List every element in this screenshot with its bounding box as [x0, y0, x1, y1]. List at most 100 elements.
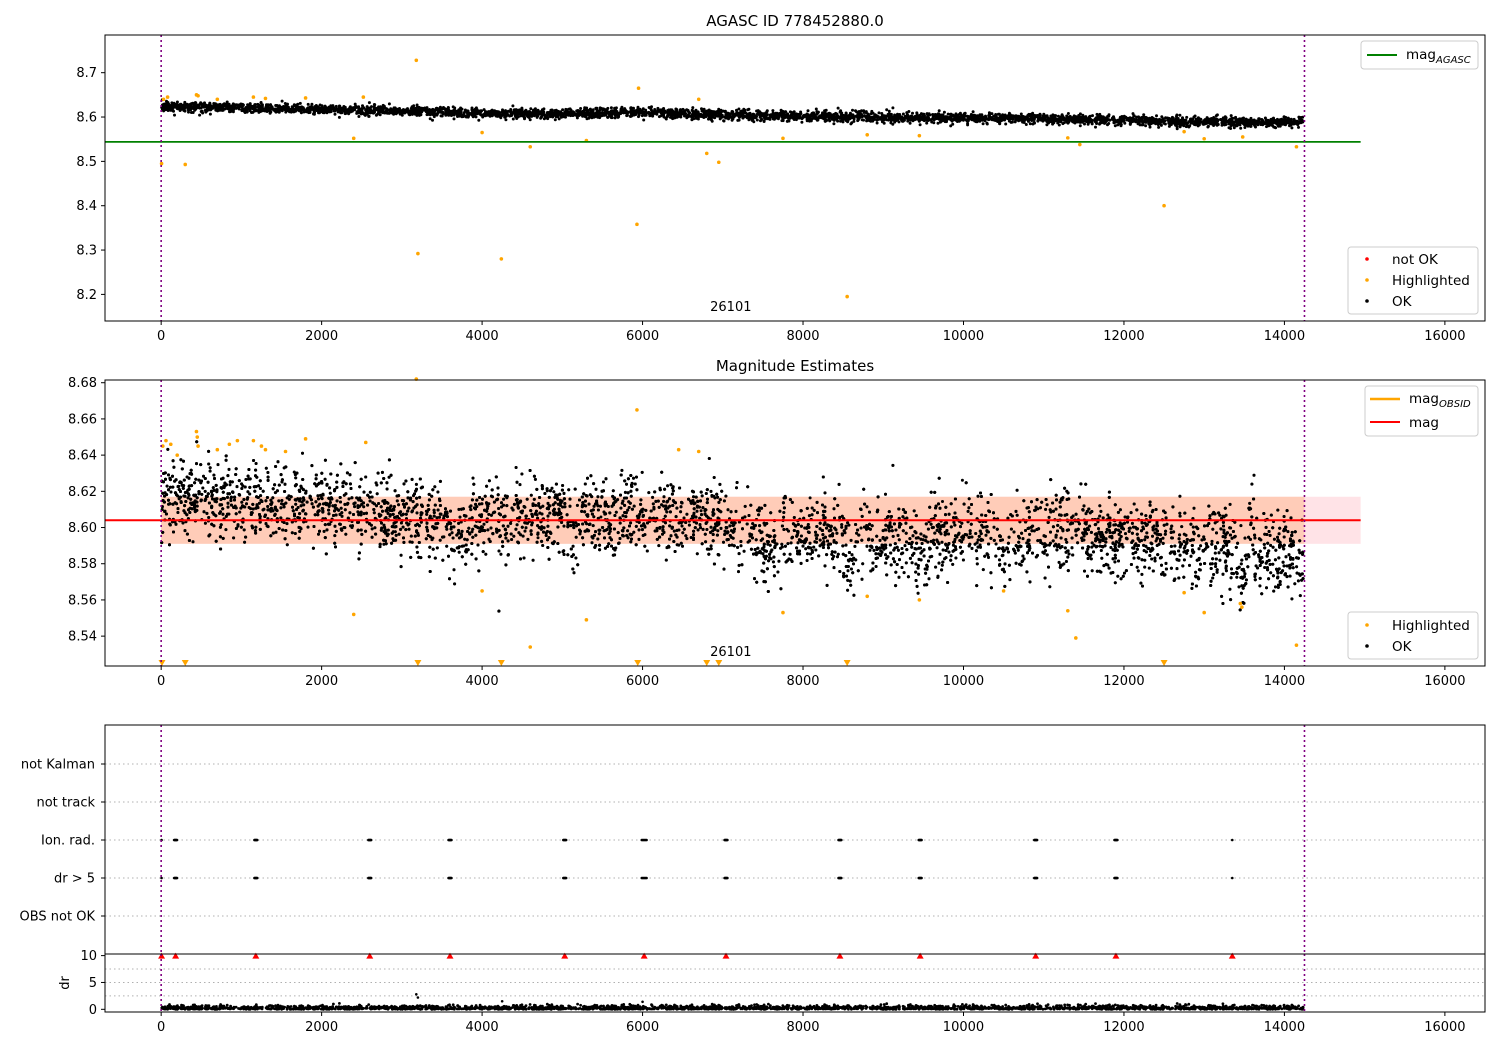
ok-point: [987, 118, 990, 122]
ok-point: [808, 496, 812, 500]
ok-point: [934, 115, 938, 119]
ok-point: [772, 113, 776, 117]
ok-point: [191, 105, 195, 108]
ok-point: [1115, 120, 1119, 124]
ok-point: [457, 108, 461, 112]
ok-point: [876, 118, 880, 122]
data-points: [159, 58, 1305, 299]
ok-point: [1105, 116, 1109, 120]
ok-point: [1272, 119, 1276, 123]
y-tick-label: 8.66: [68, 412, 97, 427]
ok-point: [1100, 119, 1103, 123]
ok-point: [912, 116, 916, 120]
ok-point: [1232, 116, 1236, 120]
ok-point: [907, 110, 911, 113]
ok-point: [571, 113, 575, 117]
highlighted-point: [1182, 129, 1186, 134]
ok-point: [1112, 118, 1116, 122]
ok-point: [1263, 122, 1266, 126]
ok-point: [637, 115, 640, 119]
ok-point: [423, 106, 427, 110]
ok-point: [1222, 121, 1226, 125]
ok-point: [581, 114, 585, 118]
ok-point: [365, 110, 369, 113]
ok-point: [741, 111, 745, 115]
ok-point: [240, 103, 244, 107]
ok-point: [417, 113, 421, 117]
ok-point: [863, 114, 866, 118]
ok-point: [299, 111, 303, 115]
ok-point: [193, 108, 197, 112]
ok-point: [1049, 118, 1053, 122]
highlighted-point: [716, 160, 721, 165]
ok-point: [387, 102, 391, 106]
ok-point: [893, 120, 897, 124]
ok-point: [709, 116, 713, 120]
ok-point: [718, 117, 722, 121]
ok-point: [428, 117, 432, 121]
ok-point: [253, 106, 257, 110]
y-tick-label: 8.56: [68, 593, 97, 608]
ok-point: [739, 113, 743, 116]
legend-series[interactable]: not OK Highlighted OK: [1347, 246, 1479, 315]
ok-point: [840, 118, 844, 122]
highlighted-point: [1078, 142, 1082, 147]
ok-point: [1193, 123, 1197, 127]
ok-point: [674, 107, 678, 111]
x-tick-label: 4000: [466, 674, 499, 689]
ok-point: [756, 109, 760, 113]
ok-point: [931, 115, 935, 119]
ok-point: [1072, 120, 1076, 124]
ok-point: [1206, 124, 1210, 128]
ok-point: [355, 105, 359, 109]
ok-point: [1095, 112, 1099, 116]
ok-point: [632, 106, 635, 110]
ok-point: [1066, 115, 1070, 119]
ok-point: [731, 113, 735, 117]
ok-point: [539, 116, 543, 120]
ok-point: [1214, 114, 1218, 118]
ok-point: [564, 107, 568, 111]
ok-point: [584, 111, 588, 115]
ok-point: [710, 119, 714, 123]
y-tick-label: 8.62: [68, 485, 97, 500]
ok-point: [997, 120, 1001, 123]
ok-point: [333, 112, 337, 116]
ok-point: [881, 117, 885, 121]
highlighted-point: [1162, 203, 1166, 208]
highlighted-point: [480, 130, 484, 135]
ok-point: [786, 114, 790, 118]
ok-point: [1004, 122, 1008, 126]
ok-point: [1292, 117, 1296, 121]
ok-point: [342, 105, 346, 108]
x-tick-label: 6000: [626, 674, 659, 689]
ok-point: [1148, 125, 1152, 129]
ok-point: [856, 116, 860, 120]
ok-point: [1062, 121, 1066, 125]
ok-point: [490, 111, 494, 115]
ok-point: [889, 121, 893, 125]
ok-point: [1078, 124, 1082, 128]
ok-point: [1137, 115, 1140, 119]
legend-lines[interactable]: magAGASC: [1360, 40, 1479, 70]
ok-point: [817, 116, 821, 120]
ok-point: [944, 119, 948, 123]
ok-point: [852, 117, 856, 121]
ok-point: [285, 107, 289, 111]
ok-point: [474, 106, 478, 110]
ok-point: [1175, 127, 1179, 131]
ok-point: [200, 105, 204, 108]
ok-point: [1290, 126, 1294, 130]
ok-point: [1296, 119, 1299, 123]
ok-point: [943, 116, 947, 120]
ok-point: [806, 109, 810, 113]
ok-point: [1266, 120, 1269, 124]
x-tick-label: 10000: [943, 674, 984, 689]
ok-point: [258, 104, 262, 108]
ok-point: [711, 111, 715, 115]
ok-point: [977, 118, 981, 122]
ok-point: [865, 119, 869, 123]
highlighted-point: [917, 133, 922, 138]
ok-point: [1052, 118, 1056, 122]
ok-point: [618, 111, 622, 115]
